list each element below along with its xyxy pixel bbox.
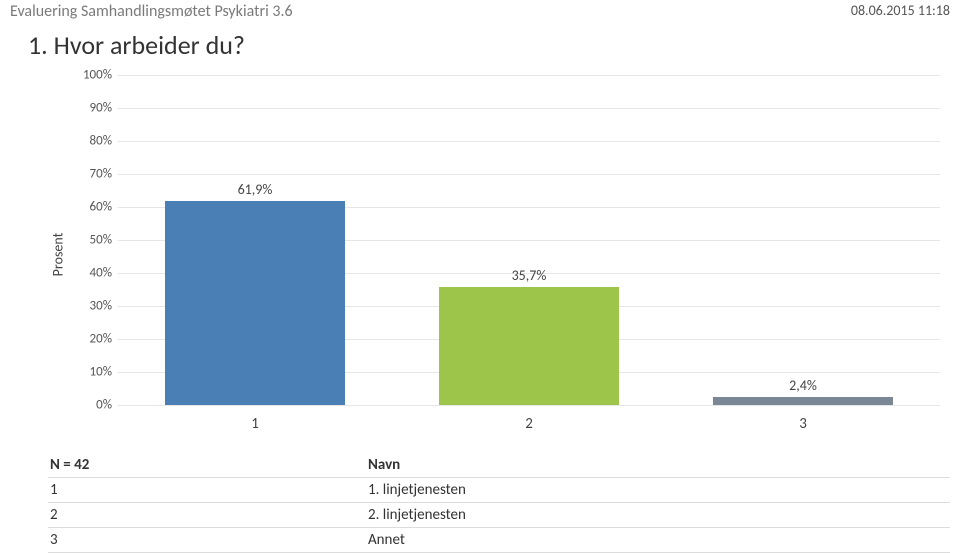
question-title: 1. Hvor arbeider du? <box>28 29 950 61</box>
y-tick: 80% <box>72 134 112 149</box>
bar: 35,7% <box>439 287 620 405</box>
y-axis-label-col: Prosent <box>44 75 72 433</box>
y-tick: 100% <box>72 68 112 83</box>
table-cell-name: Annet <box>368 531 950 549</box>
x-tick: 1 <box>118 415 392 433</box>
table-row: 11. linjetjenesten <box>48 478 950 503</box>
y-tick: 90% <box>72 101 112 116</box>
bar: 61,9% <box>165 201 346 405</box>
table-cell-name: 1. linjetjenesten <box>368 481 950 499</box>
table-header-n: N = 42 <box>48 456 368 474</box>
bars: 61,9% 35,7% 2,4% <box>118 75 940 405</box>
bar-value-label: 2,4% <box>789 377 817 394</box>
table-cell-name: 2. linjetjenesten <box>368 506 950 524</box>
table-row: 22. linjetjenesten <box>48 503 950 528</box>
table-header-name: Navn <box>368 456 950 474</box>
table-header-row: N = 42 Navn <box>48 453 950 478</box>
bar-slot: 2,4% <box>666 75 940 405</box>
document-title: Evaluering Samhandlingsmøtet Psykiatri 3… <box>10 2 293 21</box>
y-tick: 10% <box>72 365 112 380</box>
chart-body: 0%10%20%30%40%50%60%70%80%90%100% 61,9%3… <box>72 75 950 433</box>
y-axis-label: Prosent <box>50 232 67 276</box>
chart: Prosent 0%10%20%30%40%50%60%70%80%90%100… <box>44 75 950 433</box>
page-header: Evaluering Samhandlingsmøtet Psykiatri 3… <box>10 0 950 21</box>
y-tick: 0% <box>72 398 112 413</box>
bar-slot: 61,9% <box>118 75 392 405</box>
y-tick: 40% <box>72 266 112 281</box>
y-tick: 20% <box>72 332 112 347</box>
timestamp: 08.06.2015 11:18 <box>851 2 950 19</box>
table-cell-key: 1 <box>48 481 368 499</box>
gridline <box>118 405 940 406</box>
bar-value-label: 35,7% <box>512 267 547 284</box>
plot-area: 0%10%20%30%40%50%60%70%80%90%100% 61,9%3… <box>118 75 940 405</box>
y-tick: 70% <box>72 167 112 182</box>
y-tick: 50% <box>72 233 112 248</box>
legend-table: N = 42 Navn 11. linjetjenesten22. linjet… <box>48 453 950 553</box>
table-row: 3Annet <box>48 528 950 553</box>
bar: 2,4% <box>713 397 894 405</box>
bar-value-label: 61,9% <box>238 181 273 198</box>
table-cell-key: 2 <box>48 506 368 524</box>
y-tick: 60% <box>72 200 112 215</box>
y-tick: 30% <box>72 299 112 314</box>
bar-slot: 35,7% <box>392 75 666 405</box>
x-axis: 123 <box>118 415 940 433</box>
x-tick: 3 <box>666 415 940 433</box>
table-cell-key: 3 <box>48 531 368 549</box>
x-tick: 2 <box>392 415 666 433</box>
